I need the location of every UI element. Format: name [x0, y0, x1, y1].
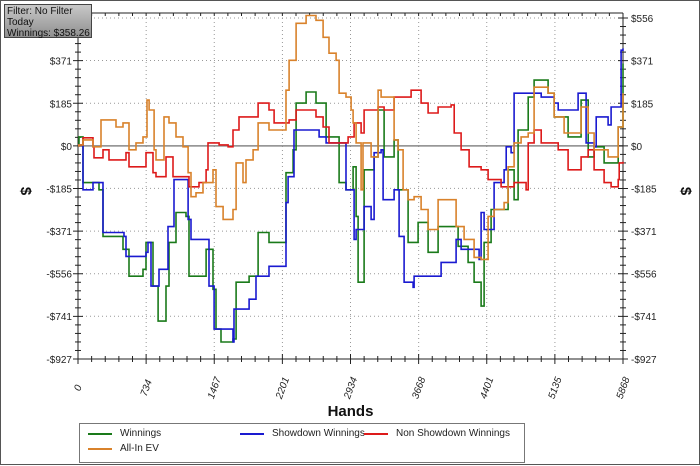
y-tick-label-left: -$371 — [46, 227, 72, 238]
legend-item-showdown: Showdown Winnings — [240, 428, 365, 439]
y-tick-label-left: -$185 — [46, 184, 72, 195]
x-axis-title: Hands — [328, 403, 374, 420]
x-tick-label: 5868 — [615, 375, 633, 400]
legend-swatch — [240, 432, 264, 435]
series-line-non-showdown-winnings — [78, 89, 624, 191]
tick-labels: $556$556$371$371$185$185$0$0-$185-$185-$… — [17, 14, 694, 420]
series-lines — [78, 14, 624, 343]
y-tick-label-right: $0 — [631, 142, 643, 153]
legend-label: Winnings — [120, 428, 162, 439]
y-tick-label-left: $0 — [61, 142, 73, 153]
y-tick-label-right: -$556 — [631, 270, 657, 281]
legend: Winnings Showdown Winnings Non Showdown … — [79, 423, 525, 463]
x-tick-label: 734 — [139, 378, 155, 398]
y-tick-label-left: $371 — [50, 57, 73, 68]
x-tick-label: 3668 — [410, 375, 428, 400]
legend-label: Showdown Winnings — [272, 428, 365, 439]
y-tick-label-right: $556 — [631, 14, 654, 25]
y-axis-title-left: $ — [17, 187, 34, 196]
y-tick-label-left: -$927 — [46, 355, 72, 366]
y-tick-label-right: $185 — [631, 99, 654, 110]
x-tick-label: 2934 — [342, 375, 360, 401]
y-tick-label-right: -$185 — [631, 184, 657, 195]
legend-label: Non Showdown Winnings — [396, 428, 510, 439]
legend-label: All-In EV — [120, 443, 159, 454]
legend-item-winnings: Winnings — [88, 428, 161, 439]
x-tick-label: 2201 — [274, 376, 292, 402]
y-tick-label-right: $371 — [631, 57, 654, 68]
winnings-text: Winnings: $358.26 — [7, 28, 90, 39]
grid — [77, 17, 624, 360]
y-tick-label-right: -$741 — [631, 312, 657, 323]
filter-text: Filter: No Filter — [7, 6, 73, 17]
legend-swatch — [364, 432, 388, 435]
x-tick-label: 4401 — [478, 376, 496, 401]
legend-item-allin-ev: All-In EV — [88, 443, 159, 454]
y-tick-label-right: -$371 — [631, 227, 657, 238]
series-line-showdown-winnings — [78, 48, 624, 343]
x-tick-label: 5135 — [547, 375, 565, 400]
period-text: Today — [7, 17, 34, 28]
legend-swatch — [88, 447, 112, 450]
x-tick-label: 1467 — [206, 375, 224, 400]
x-tick-label: 0 — [73, 383, 85, 392]
info-box: Filter: No Filter Today Winnings: $358.2… — [4, 4, 92, 39]
legend-item-non-showdown: Non Showdown Winnings — [364, 428, 510, 439]
series-line-all-in-ev — [78, 14, 624, 261]
legend-swatch — [88, 432, 112, 435]
y-tick-label-left: -$556 — [46, 270, 72, 281]
y-tick-label-left: -$741 — [46, 312, 72, 323]
y-axis-title-right: $ — [677, 187, 694, 196]
y-tick-label-left: $185 — [50, 99, 73, 110]
y-tick-label-right: -$927 — [631, 355, 657, 366]
